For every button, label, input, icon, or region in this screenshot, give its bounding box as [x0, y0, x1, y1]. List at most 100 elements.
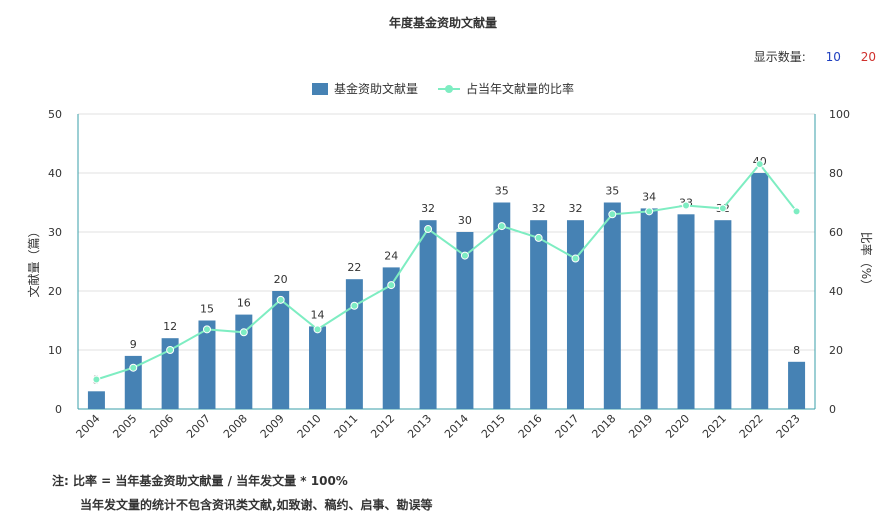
bar[interactable] — [235, 314, 253, 409]
bar[interactable] — [751, 173, 769, 409]
ratio-line — [96, 162, 798, 381]
x-tick-label: 2007 — [184, 412, 213, 441]
bar[interactable] — [382, 267, 400, 409]
bar-value-label: 32 — [421, 202, 435, 215]
ratio-point[interactable] — [460, 251, 469, 260]
bar[interactable] — [419, 220, 437, 409]
x-tick-label: 2004 — [74, 412, 103, 441]
bar-value-label: 35 — [495, 185, 509, 198]
x-tick-label: 2016 — [516, 412, 545, 441]
bar[interactable] — [161, 338, 179, 409]
display-count-label: 显示数量: — [753, 50, 806, 64]
bar-value-label: 24 — [384, 249, 398, 262]
x-tick-label: 2010 — [295, 412, 324, 441]
legend-item-line[interactable]: 占当年文献量的比率 — [438, 80, 574, 97]
x-tick-label: 2005 — [110, 412, 139, 441]
bar-value-label: 9 — [130, 338, 137, 351]
note-exclusion: 当年发文量的统计不包含资讯类文献,如致谢、稿约、启事、勘误等 — [80, 498, 433, 512]
x-tick-label: 2019 — [626, 412, 655, 441]
ratio-point[interactable] — [202, 325, 211, 334]
note-ratio-formula: 注: 比率 = 当年基金资助文献量 / 当年发文量 * 100% — [52, 474, 348, 488]
ratio-point[interactable] — [92, 375, 101, 384]
x-tick-label: 2009 — [258, 412, 287, 441]
x-tick-label: 2023 — [774, 412, 803, 441]
x-tick-label: 2021 — [700, 412, 729, 441]
bar-value-label: 8 — [793, 344, 800, 357]
ratio-point[interactable] — [497, 222, 506, 231]
bar-value-label: 15 — [200, 303, 214, 316]
ratio-point[interactable] — [645, 207, 654, 216]
ratio-point[interactable] — [755, 160, 764, 169]
bar-value-label: 14 — [311, 308, 325, 321]
bar[interactable] — [640, 208, 658, 409]
bar[interactable] — [198, 320, 216, 410]
bar[interactable] — [566, 220, 584, 409]
bar-value-label: 20 — [274, 273, 288, 286]
ratio-point[interactable] — [350, 301, 359, 310]
y-tick-label: 30 — [48, 226, 62, 239]
x-tick-label: 2020 — [663, 412, 692, 441]
ratio-point[interactable] — [792, 207, 801, 216]
y-axis-title: 文献量（篇） — [26, 225, 41, 297]
legend-item-bar[interactable]: 基金资助文献量 — [311, 80, 418, 97]
legend-bar-label: 基金资助文献量 — [333, 82, 418, 96]
legend-line-swatch — [438, 84, 460, 94]
y2-tick-label: 60 — [829, 226, 843, 239]
y2-tick-label: 100 — [829, 108, 850, 121]
ratio-point[interactable] — [718, 204, 727, 213]
bar[interactable] — [309, 326, 327, 409]
y-tick-label: 0 — [55, 403, 62, 416]
ratio-point[interactable] — [129, 363, 138, 372]
bar-value-label: 32 — [568, 202, 582, 215]
y2-tick-label: 80 — [829, 167, 843, 180]
bar[interactable] — [456, 232, 474, 409]
chart-title: 年度基金资助文献量 — [388, 16, 497, 30]
ratio-point[interactable] — [387, 281, 396, 290]
bar[interactable] — [714, 220, 732, 409]
y-tick-label: 20 — [48, 285, 62, 298]
legend-line-label: 占当年文献量的比率 — [466, 82, 575, 96]
x-tick-label: 2015 — [479, 412, 508, 441]
bar-value-label: 32 — [532, 202, 546, 215]
bar-value-label: 22 — [347, 261, 361, 274]
ratio-point[interactable] — [608, 210, 617, 219]
ratio-point[interactable] — [313, 325, 322, 334]
bar[interactable] — [530, 220, 548, 409]
bar-value-label: 35 — [605, 185, 619, 198]
bar-value-label: 16 — [237, 297, 251, 310]
ratio-point[interactable] — [276, 295, 285, 304]
display-count-20-option[interactable]: 20 — [860, 50, 876, 64]
display-count-control: 显示数量: 10 20 — [754, 48, 876, 65]
x-tick-label: 2006 — [147, 412, 176, 441]
y2-tick-label: 20 — [829, 344, 843, 357]
bar[interactable] — [87, 391, 105, 409]
x-tick-label: 2013 — [405, 412, 434, 441]
y-tick-label: 50 — [48, 108, 62, 121]
y2-axis-title: 比率（%） — [859, 232, 874, 291]
bar[interactable] — [603, 202, 621, 410]
bar[interactable] — [345, 279, 363, 409]
bar-value-label: 30 — [458, 214, 472, 227]
chart-legend: 基金资助文献量 占当年文献量的比率 — [0, 80, 886, 97]
bar[interactable] — [493, 202, 511, 410]
x-tick-label: 2018 — [589, 412, 618, 441]
bar-value-label: 12 — [163, 320, 177, 333]
ratio-point[interactable] — [682, 201, 691, 210]
ratio-point[interactable] — [571, 254, 580, 263]
legend-bar-swatch — [311, 82, 328, 95]
bar[interactable] — [677, 214, 695, 409]
bar[interactable] — [272, 291, 290, 409]
x-tick-label: 2022 — [737, 412, 766, 441]
y-tick-label: 40 — [48, 167, 62, 180]
y2-tick-label: 40 — [829, 285, 843, 298]
bar[interactable] — [788, 361, 806, 409]
ratio-point[interactable] — [424, 225, 433, 234]
display-count-10-option[interactable]: 10 — [825, 50, 841, 64]
x-tick-label: 2017 — [553, 412, 582, 441]
x-tick-label: 2012 — [368, 412, 397, 441]
x-tick-label: 2014 — [442, 412, 471, 441]
ratio-point[interactable] — [166, 346, 175, 354]
ratio-point[interactable] — [534, 233, 543, 242]
x-tick-label: 2008 — [221, 412, 250, 441]
ratio-point[interactable] — [239, 328, 248, 337]
